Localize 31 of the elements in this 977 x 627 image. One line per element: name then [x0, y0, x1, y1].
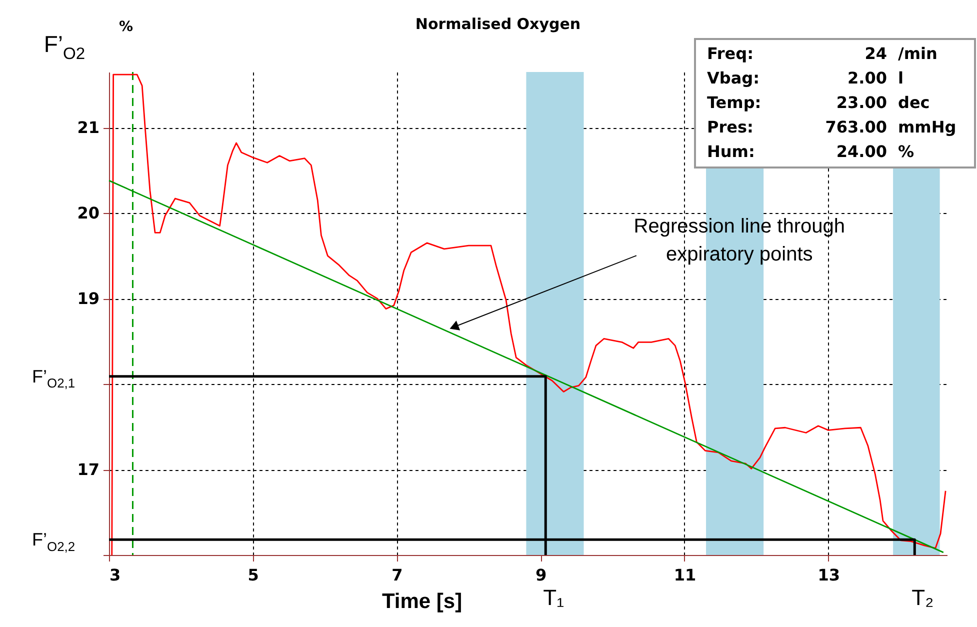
- y-tick-label: 19: [77, 289, 100, 308]
- x-tick-label: 11: [674, 566, 696, 584]
- annotation: 23.00: [836, 93, 887, 112]
- annotation: Pres:: [707, 118, 754, 136]
- annotation: 2.00: [848, 68, 887, 88]
- x-tick-label: 9: [536, 566, 547, 584]
- text: %: [118, 19, 134, 35]
- x-tick-label: 13: [818, 566, 840, 584]
- y-tick-label: 20: [77, 204, 100, 223]
- annotation: l: [898, 68, 904, 88]
- text: Freq:: [707, 44, 754, 63]
- annotation: mmHg: [898, 118, 956, 136]
- annotation: T₁: [543, 585, 564, 610]
- y-tick-label: 17: [77, 460, 100, 480]
- text: 24: [864, 44, 887, 63]
- y-tick-label: 21: [77, 118, 100, 138]
- x-tick-label: 3: [110, 566, 121, 584]
- annotation: 763.00: [825, 118, 887, 136]
- x-tick-label: 7: [392, 566, 403, 584]
- annotation: 24.00: [836, 142, 887, 161]
- chart-title: Normalised Oxygen: [415, 15, 581, 33]
- annotation: %: [898, 142, 914, 161]
- annotation: T₂: [912, 585, 934, 610]
- annotation: Hum:: [707, 142, 755, 161]
- annotation: Regression line through expiratory points: [634, 216, 846, 266]
- text: /min: [898, 44, 938, 63]
- x-tick-label: 5: [248, 566, 259, 584]
- annotation: Temp:: [707, 93, 762, 112]
- annotation: Vbag:: [707, 68, 760, 88]
- x-axis-title: Time [s]: [382, 590, 462, 613]
- annotation: dec: [898, 93, 930, 112]
